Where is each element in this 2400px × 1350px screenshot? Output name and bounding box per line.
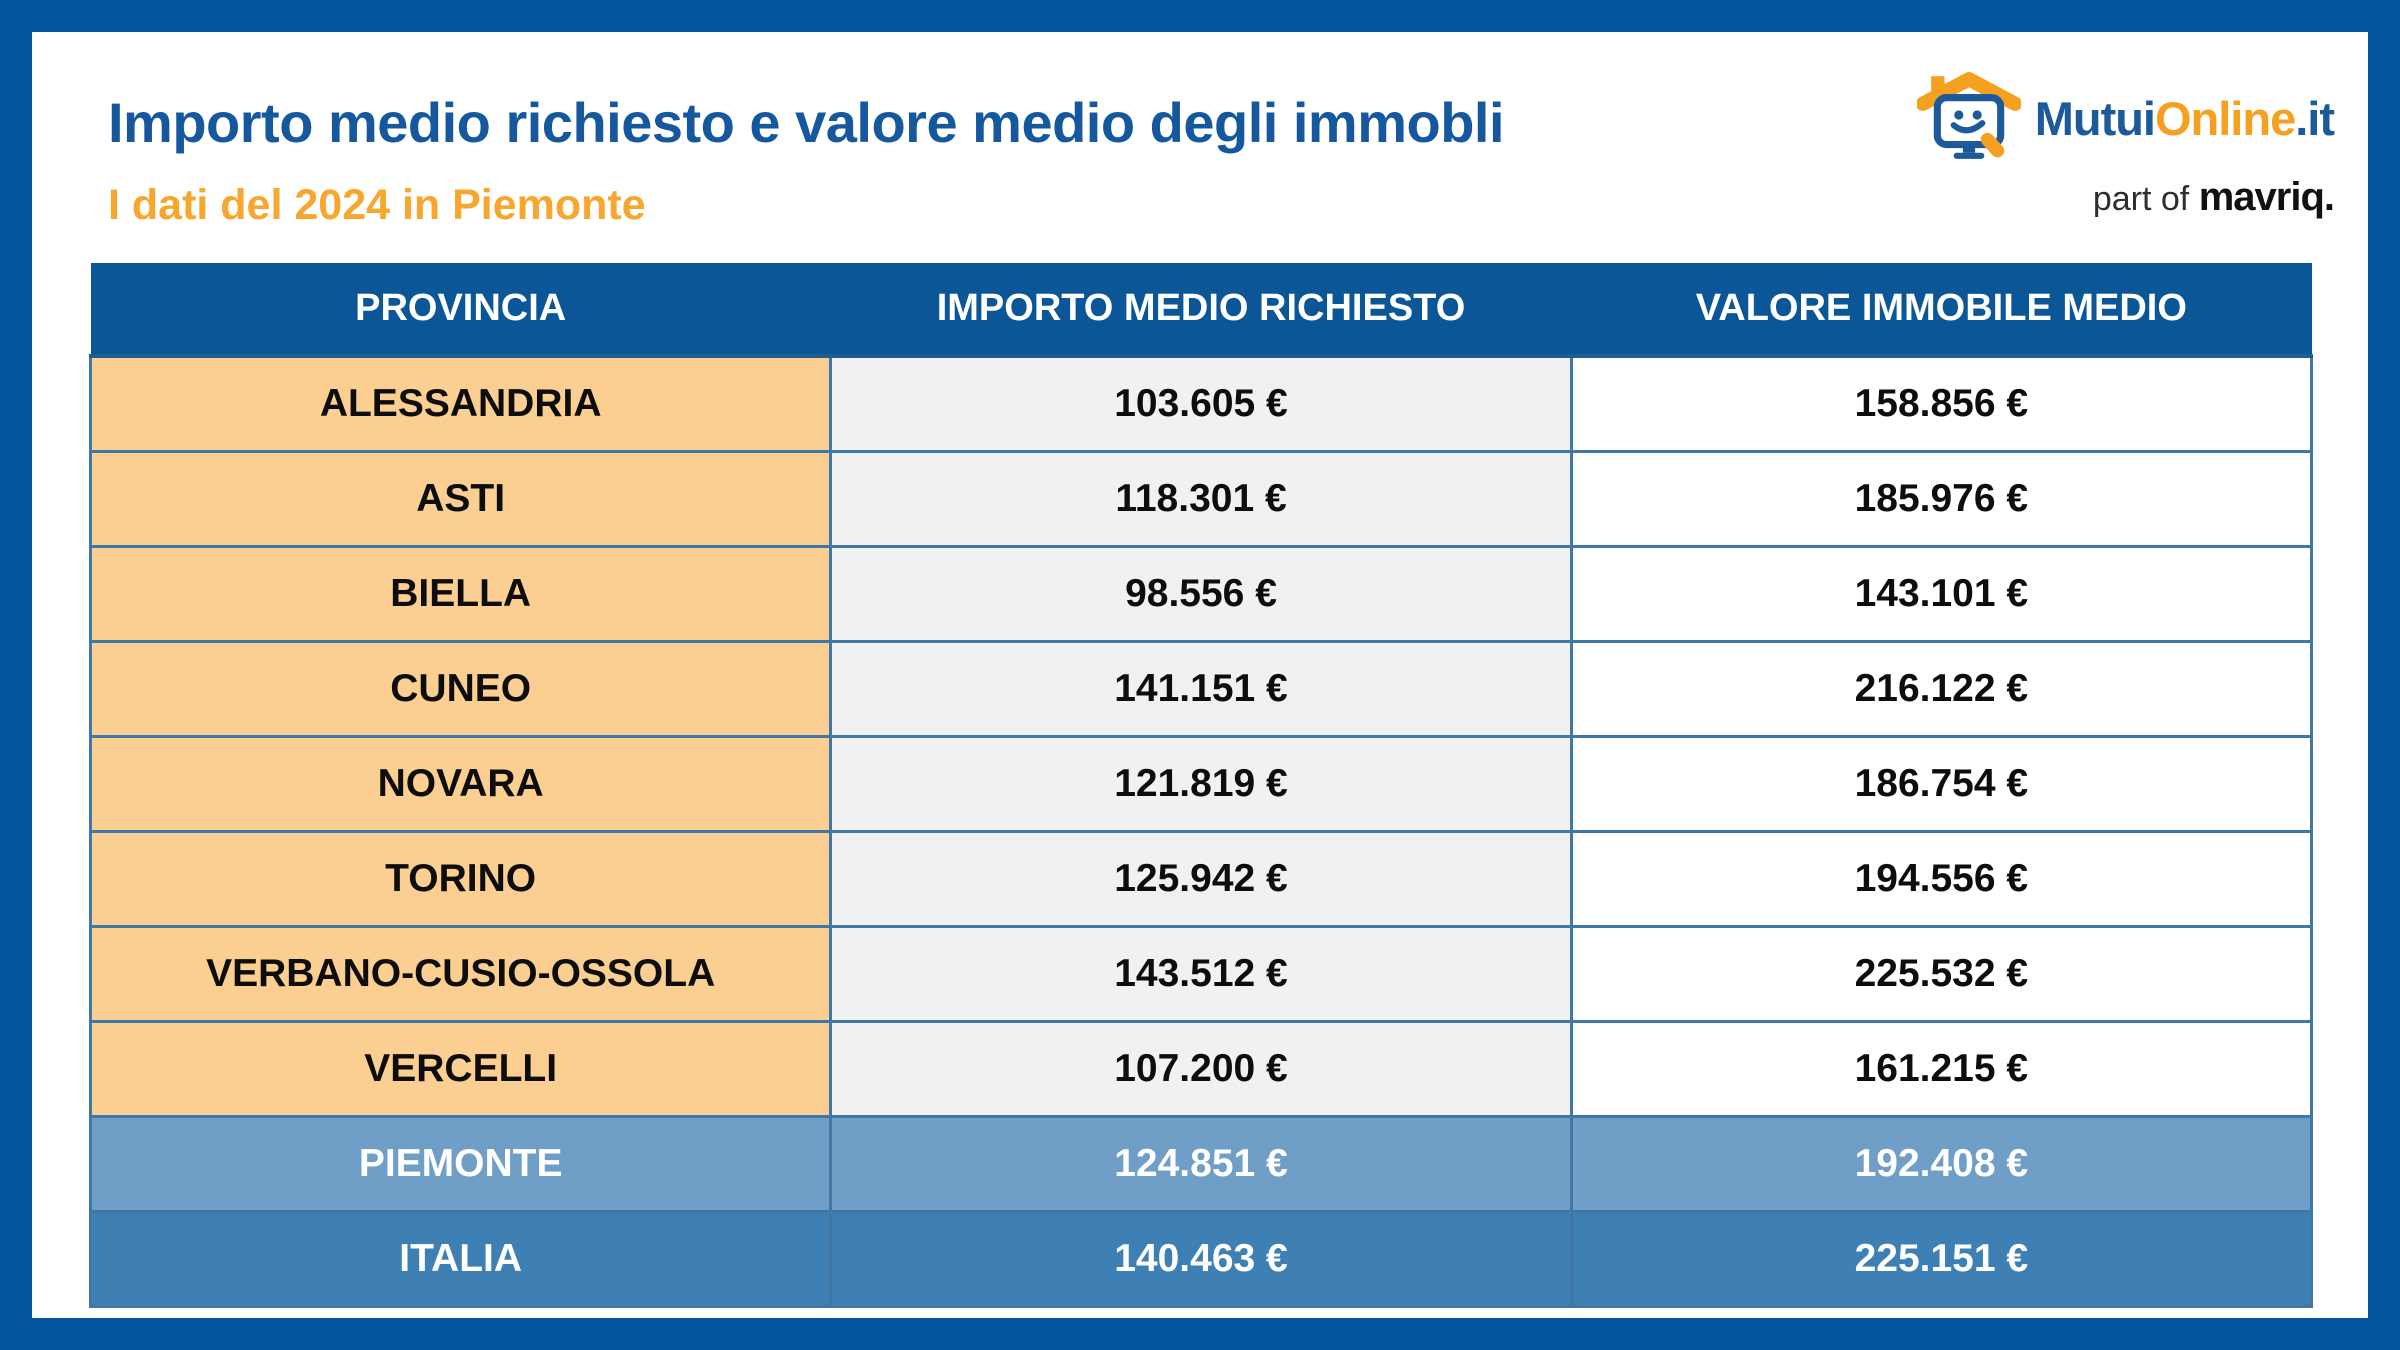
valore-cell: 225.151 €: [1569, 1209, 2314, 1308]
data-table: PROVINCIA IMPORTO MEDIO RICHIESTO VALORE…: [88, 263, 2314, 1308]
table-row-biella: BIELLA 98.556 €143.101 €: [88, 544, 2314, 643]
provincia-cell: ASTI: [88, 449, 833, 548]
table-row-novara: NOVARA 121.819 €186.754 €: [88, 734, 2314, 833]
table-row-verbano-cusio-ossola: VERBANO-CUSIO-OSSOLA 143.512 €225.532 €: [88, 924, 2314, 1023]
brand-tagline: part of mavriq.: [2092, 175, 2335, 220]
provincia-cell: CUNEO: [88, 639, 833, 738]
table-row-torino: TORINO 125.942 €194.556 €: [88, 829, 2314, 928]
provincia-cell: VERCELLI: [88, 1019, 833, 1118]
table-row-vercelli: VERCELLI 107.200 €161.215 €: [88, 1019, 2314, 1118]
importo-cell: 98.556 €: [829, 544, 1573, 643]
importo-cell: 124.851 €: [829, 1114, 1573, 1213]
brand-wordmark: MutuiOnline.it: [2034, 91, 2335, 146]
mutuionline-house-monitor-icon: [1915, 68, 2022, 169]
table-row-piemonte: PIEMONTE 124.851 €192.408 €: [88, 1114, 2314, 1213]
valore-cell: 186.754 €: [1569, 734, 2314, 833]
provincia-cell: VERBANO-CUSIO-OSSOLA: [88, 924, 833, 1023]
importo-cell: 121.819 €: [829, 734, 1573, 833]
provincia-cell: TORINO: [88, 829, 833, 928]
provincia-cell: BIELLA: [88, 544, 833, 643]
brand-logo: MutuiOnline.it part of mavriq.: [1915, 68, 2338, 220]
brand-row: MutuiOnline.it: [1915, 68, 2335, 169]
valore-cell: 216.122 €: [1569, 639, 2314, 738]
wordmark-mutui: Mutui: [2034, 92, 2156, 145]
page-subtitle: I dati del 2024 in Piemonte: [108, 181, 646, 229]
wordmark-it: .it: [2295, 92, 2335, 145]
valore-cell: 194.556 €: [1569, 829, 2314, 928]
valore-cell: 192.408 €: [1569, 1114, 2314, 1213]
table-header: PROVINCIA IMPORTO MEDIO RICHIESTO VALORE…: [90, 263, 2312, 358]
column-header: IMPORTO MEDIO RICHIESTO: [830, 263, 1572, 358]
column-header: VALORE IMMOBILE MEDIO: [1571, 263, 2312, 358]
provincia-cell: ITALIA: [88, 1209, 833, 1308]
page-header: Importo medio richiesto e valore medio d…: [108, 68, 2338, 230]
valore-cell: 225.532 €: [1569, 924, 2314, 1023]
title-block: Importo medio richiesto e valore medio d…: [108, 68, 1505, 230]
table-row-italia: ITALIA 140.463 €225.151 €: [88, 1209, 2314, 1308]
valore-cell: 185.976 €: [1569, 449, 2314, 548]
wordmark-online: Online: [2154, 92, 2296, 145]
valore-cell: 161.215 €: [1569, 1019, 2314, 1118]
valore-cell: 143.101 €: [1569, 544, 2314, 643]
page-title: Importo medio richiesto e valore medio d…: [108, 91, 1505, 154]
importo-cell: 125.942 €: [829, 829, 1573, 928]
tagline-prefix: part of: [2092, 180, 2199, 218]
importo-cell: 143.512 €: [829, 924, 1573, 1023]
importo-cell: 103.605 €: [829, 354, 1573, 453]
importo-cell: 141.151 €: [829, 639, 1573, 738]
importo-cell: 118.301 €: [829, 449, 1573, 548]
importo-cell: 107.200 €: [829, 1019, 1573, 1118]
tagline-mavriq: mavriq.: [2198, 175, 2335, 219]
header-row: PROVINCIA IMPORTO MEDIO RICHIESTO VALORE…: [90, 263, 2312, 358]
table-row-asti: ASTI 118.301 €185.976 €: [88, 449, 2314, 548]
provincia-cell: ALESSANDRIA: [88, 354, 833, 453]
table-row-cuneo: CUNEO 141.151 €216.122 €: [88, 639, 2314, 738]
column-header: PROVINCIA: [90, 263, 831, 358]
provincia-cell: NOVARA: [88, 734, 833, 833]
valore-cell: 158.856 €: [1569, 354, 2314, 453]
importo-cell: 140.463 €: [829, 1209, 1573, 1308]
provincia-cell: PIEMONTE: [88, 1114, 833, 1213]
table-body: ALESSANDRIA 103.605 €158.856 € ASTI 118.301…: [88, 354, 2314, 1308]
table-row-alessandria: ALESSANDRIA 103.605 €158.856 €: [88, 354, 2314, 453]
